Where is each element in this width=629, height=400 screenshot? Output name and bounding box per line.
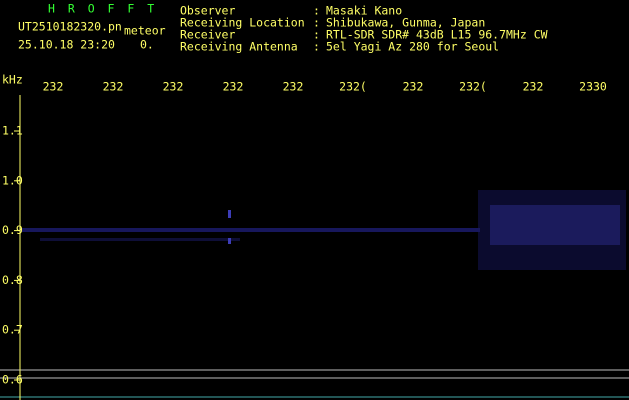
field-label: Observer (180, 4, 235, 18)
app-name: H R O F F T (48, 2, 157, 16)
field-value: Shibukawa, Gunma, Japan (326, 16, 485, 30)
count: 0. (140, 38, 154, 52)
y-label: 0.6 (2, 373, 23, 387)
x-label: 2330 (579, 80, 607, 94)
field-label: Receiver (180, 28, 235, 42)
x-label: 232 (283, 80, 304, 94)
noise (20, 190, 626, 270)
field-colon: : (313, 40, 320, 54)
field-label: Receiving Antenna (180, 40, 298, 54)
field-colon: : (313, 28, 320, 42)
field-value: Masaki Kano (326, 4, 402, 18)
field-colon: : (313, 4, 320, 18)
file-name: UT2510182320.pn (18, 20, 122, 34)
y-label: 1.0 (2, 173, 23, 187)
x-label: 232 (523, 80, 544, 94)
x-label: 232 (223, 80, 244, 94)
y-label: 0.8 (2, 273, 23, 287)
unit: kHz (2, 73, 23, 87)
x-label: 232 (163, 80, 184, 94)
x-label: 232( (459, 80, 487, 94)
field-colon: : (313, 16, 320, 30)
y-label: 0.9 (2, 223, 23, 237)
x-label: 232( (339, 80, 367, 94)
x-label: 232 (403, 80, 424, 94)
field-label: Receiving Location (180, 16, 305, 30)
x-label: 232 (103, 80, 124, 94)
y-label: 1.1 (2, 124, 23, 138)
field-value: 5el Yagi Az 280 for Seoul (326, 40, 499, 54)
y-label: 0.7 (2, 323, 23, 337)
x-label: 232 (43, 80, 64, 94)
field-value: RTL-SDR SDR# 43dB L15 96.7MHz CW (326, 28, 548, 42)
datetime: 25.10.18 23:20 (18, 38, 115, 52)
mode: meteor (124, 24, 166, 38)
